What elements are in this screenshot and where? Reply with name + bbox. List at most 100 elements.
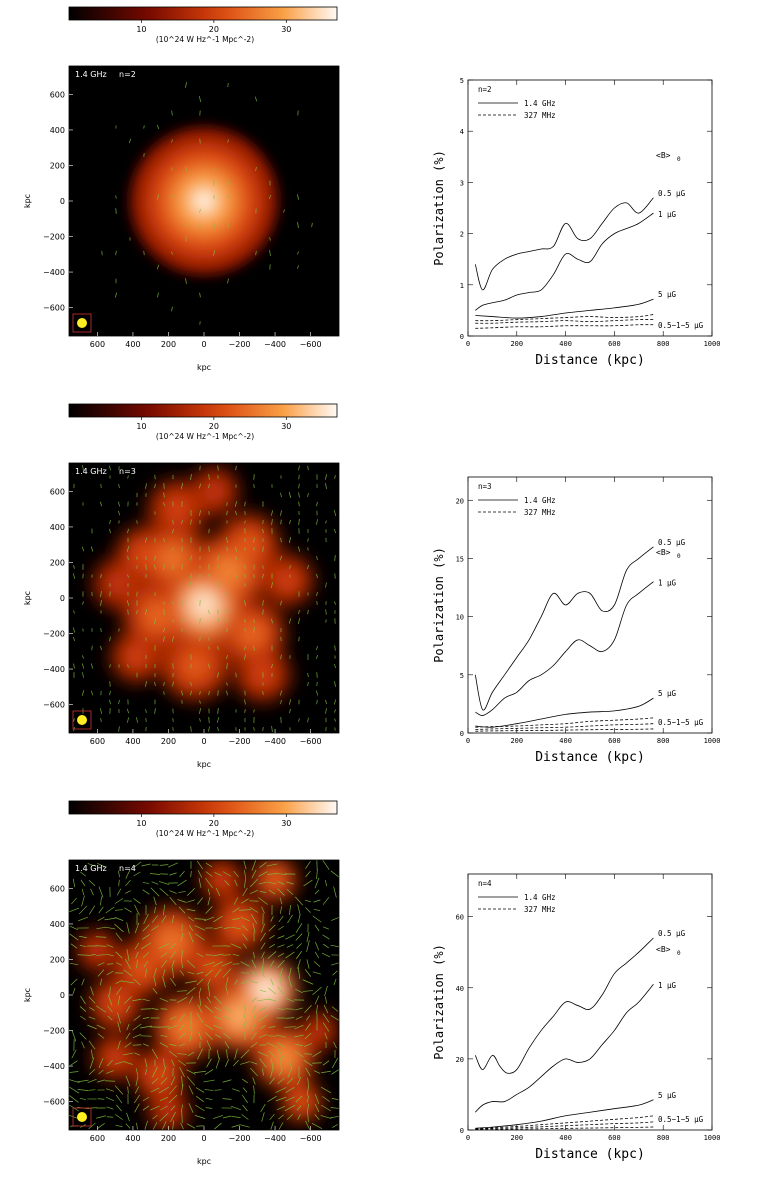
map-y-tick-label: −600 [43,701,65,710]
emission-clump [279,572,295,588]
map-x-tick-label: 0 [201,737,206,746]
map-x-tick-label: 200 [161,1134,176,1143]
map-x-tick-label: 600 [90,1134,105,1143]
plot-x-tick-label: 1000 [704,340,721,348]
legend-solid-label: 1.4 GHz [524,893,556,902]
colorbar-unit-label: (10^24 W Hz^-1 Mpc^-2) [156,432,254,441]
plot-x-tick-label: 0 [466,340,470,348]
colorbar-tick-label: 30 [281,25,291,34]
plot-x-tick-label: 1000 [704,1134,721,1142]
plot-y-tick-label: 5 [460,672,464,680]
emission-clump [147,605,168,626]
map-y-tick-label: 400 [50,126,65,135]
series-label-dashed: 0.5−1−5 μG [658,321,704,330]
series-label-0.5uG: 0.5 μG [658,929,686,938]
map-x-tick-label: −400 [264,737,286,746]
map-y-tick-label: 600 [50,487,65,496]
plot-x-tick-label: 400 [559,737,572,745]
map-y-tick-label: −400 [43,268,65,277]
emission-clump [176,1017,196,1037]
b-field-label: <B> [656,151,671,160]
map-x-tick-label: 200 [161,737,176,746]
map-n-label: n=3 [119,467,136,476]
colorbar-gradient [69,7,337,20]
map-y-tick-label: 0 [60,991,65,1000]
map-x-tick-label: −400 [264,1134,286,1143]
plot-y-tick-label: 3 [460,179,464,187]
plot-x-tick-label: 800 [657,737,670,745]
b-field-label: <B> [656,945,671,954]
series-label-dashed: 0.5−1−5 μG [658,1115,704,1124]
emission-clump [215,873,228,886]
map-y-tick-label: −200 [43,233,65,242]
colorbar-tick-label: 20 [209,25,219,34]
emission-clump [161,548,182,569]
map-y-tick-label: −600 [43,304,65,313]
series-line-dashed-5 [475,729,653,731]
plot-x-tick-label: 200 [510,340,523,348]
series-line-solid-1 [475,213,653,310]
emission-contour [200,197,207,204]
map-y-tick-label: −400 [43,665,65,674]
plot-x-axis-label: Distance (kpc) [535,353,645,368]
plot-y-axis-label: Polarization (%) [432,944,446,1060]
map-y-axis-label: kpc [23,988,32,1002]
series-label-dashed: 0.5−1−5 μG [658,718,704,727]
colorbar-tick-label: 10 [136,819,146,828]
series-line-dashed-5 [475,325,653,329]
map-y-tick-label: 200 [50,558,65,567]
map-y-tick-label: 200 [50,955,65,964]
map-y-tick-label: −400 [43,1062,65,1071]
emission-clump [207,484,222,499]
series-label-0.5uG: 0.5 μG [658,538,686,547]
plot-x-axis-label: Distance (kpc) [535,750,645,765]
plot-y-tick-label: 60 [456,914,464,922]
series-group [475,198,653,329]
plot-n-label: n=3 [478,482,492,491]
plot-x-tick-label: 0 [466,737,470,745]
plot-x-tick-label: 800 [657,1134,670,1142]
map-x-tick-label: −600 [300,737,322,746]
plot-y-tick-label: 5 [460,77,464,85]
emission-clump [129,649,145,665]
plot-y-tick-label: 40 [456,985,464,993]
plot-n-label: n=2 [478,85,492,94]
emission-clump [242,623,262,643]
map-x-tick-label: −200 [229,1134,251,1143]
series-line-dashed-4 [475,1122,653,1129]
plot-x-tick-label: 1000 [704,737,721,745]
legend-dashed-label: 327 MHz [524,111,556,120]
emission-clump [184,655,205,676]
legend-dashed-label: 327 MHz [524,905,556,914]
map-y-tick-label: −200 [43,1027,65,1036]
series-label-1uG: 1 μG [658,981,677,990]
map-frequency-label: 1.4 GHz [75,864,107,873]
emission-clump [168,500,186,518]
emission-clump [257,980,276,999]
colorbar-gradient [69,404,337,417]
series-label-1uG: 1 μG [658,579,677,588]
emission-clump [136,546,154,564]
emission-clump [111,576,127,592]
map-x-tick-label: 600 [90,737,105,746]
map-y-axis-label: kpc [23,591,32,605]
plot-x-tick-label: 800 [657,340,670,348]
map-x-tick-label: 400 [125,1134,140,1143]
map-x-tick-label: −600 [300,340,322,349]
map-y-tick-label: −600 [43,1098,65,1107]
series-line-solid-2 [475,1100,653,1128]
plot-y-axis-label: Polarization (%) [432,150,446,266]
legend-dashed-label: 327 MHz [524,508,556,517]
plot-y-tick-label: 0 [460,333,464,341]
